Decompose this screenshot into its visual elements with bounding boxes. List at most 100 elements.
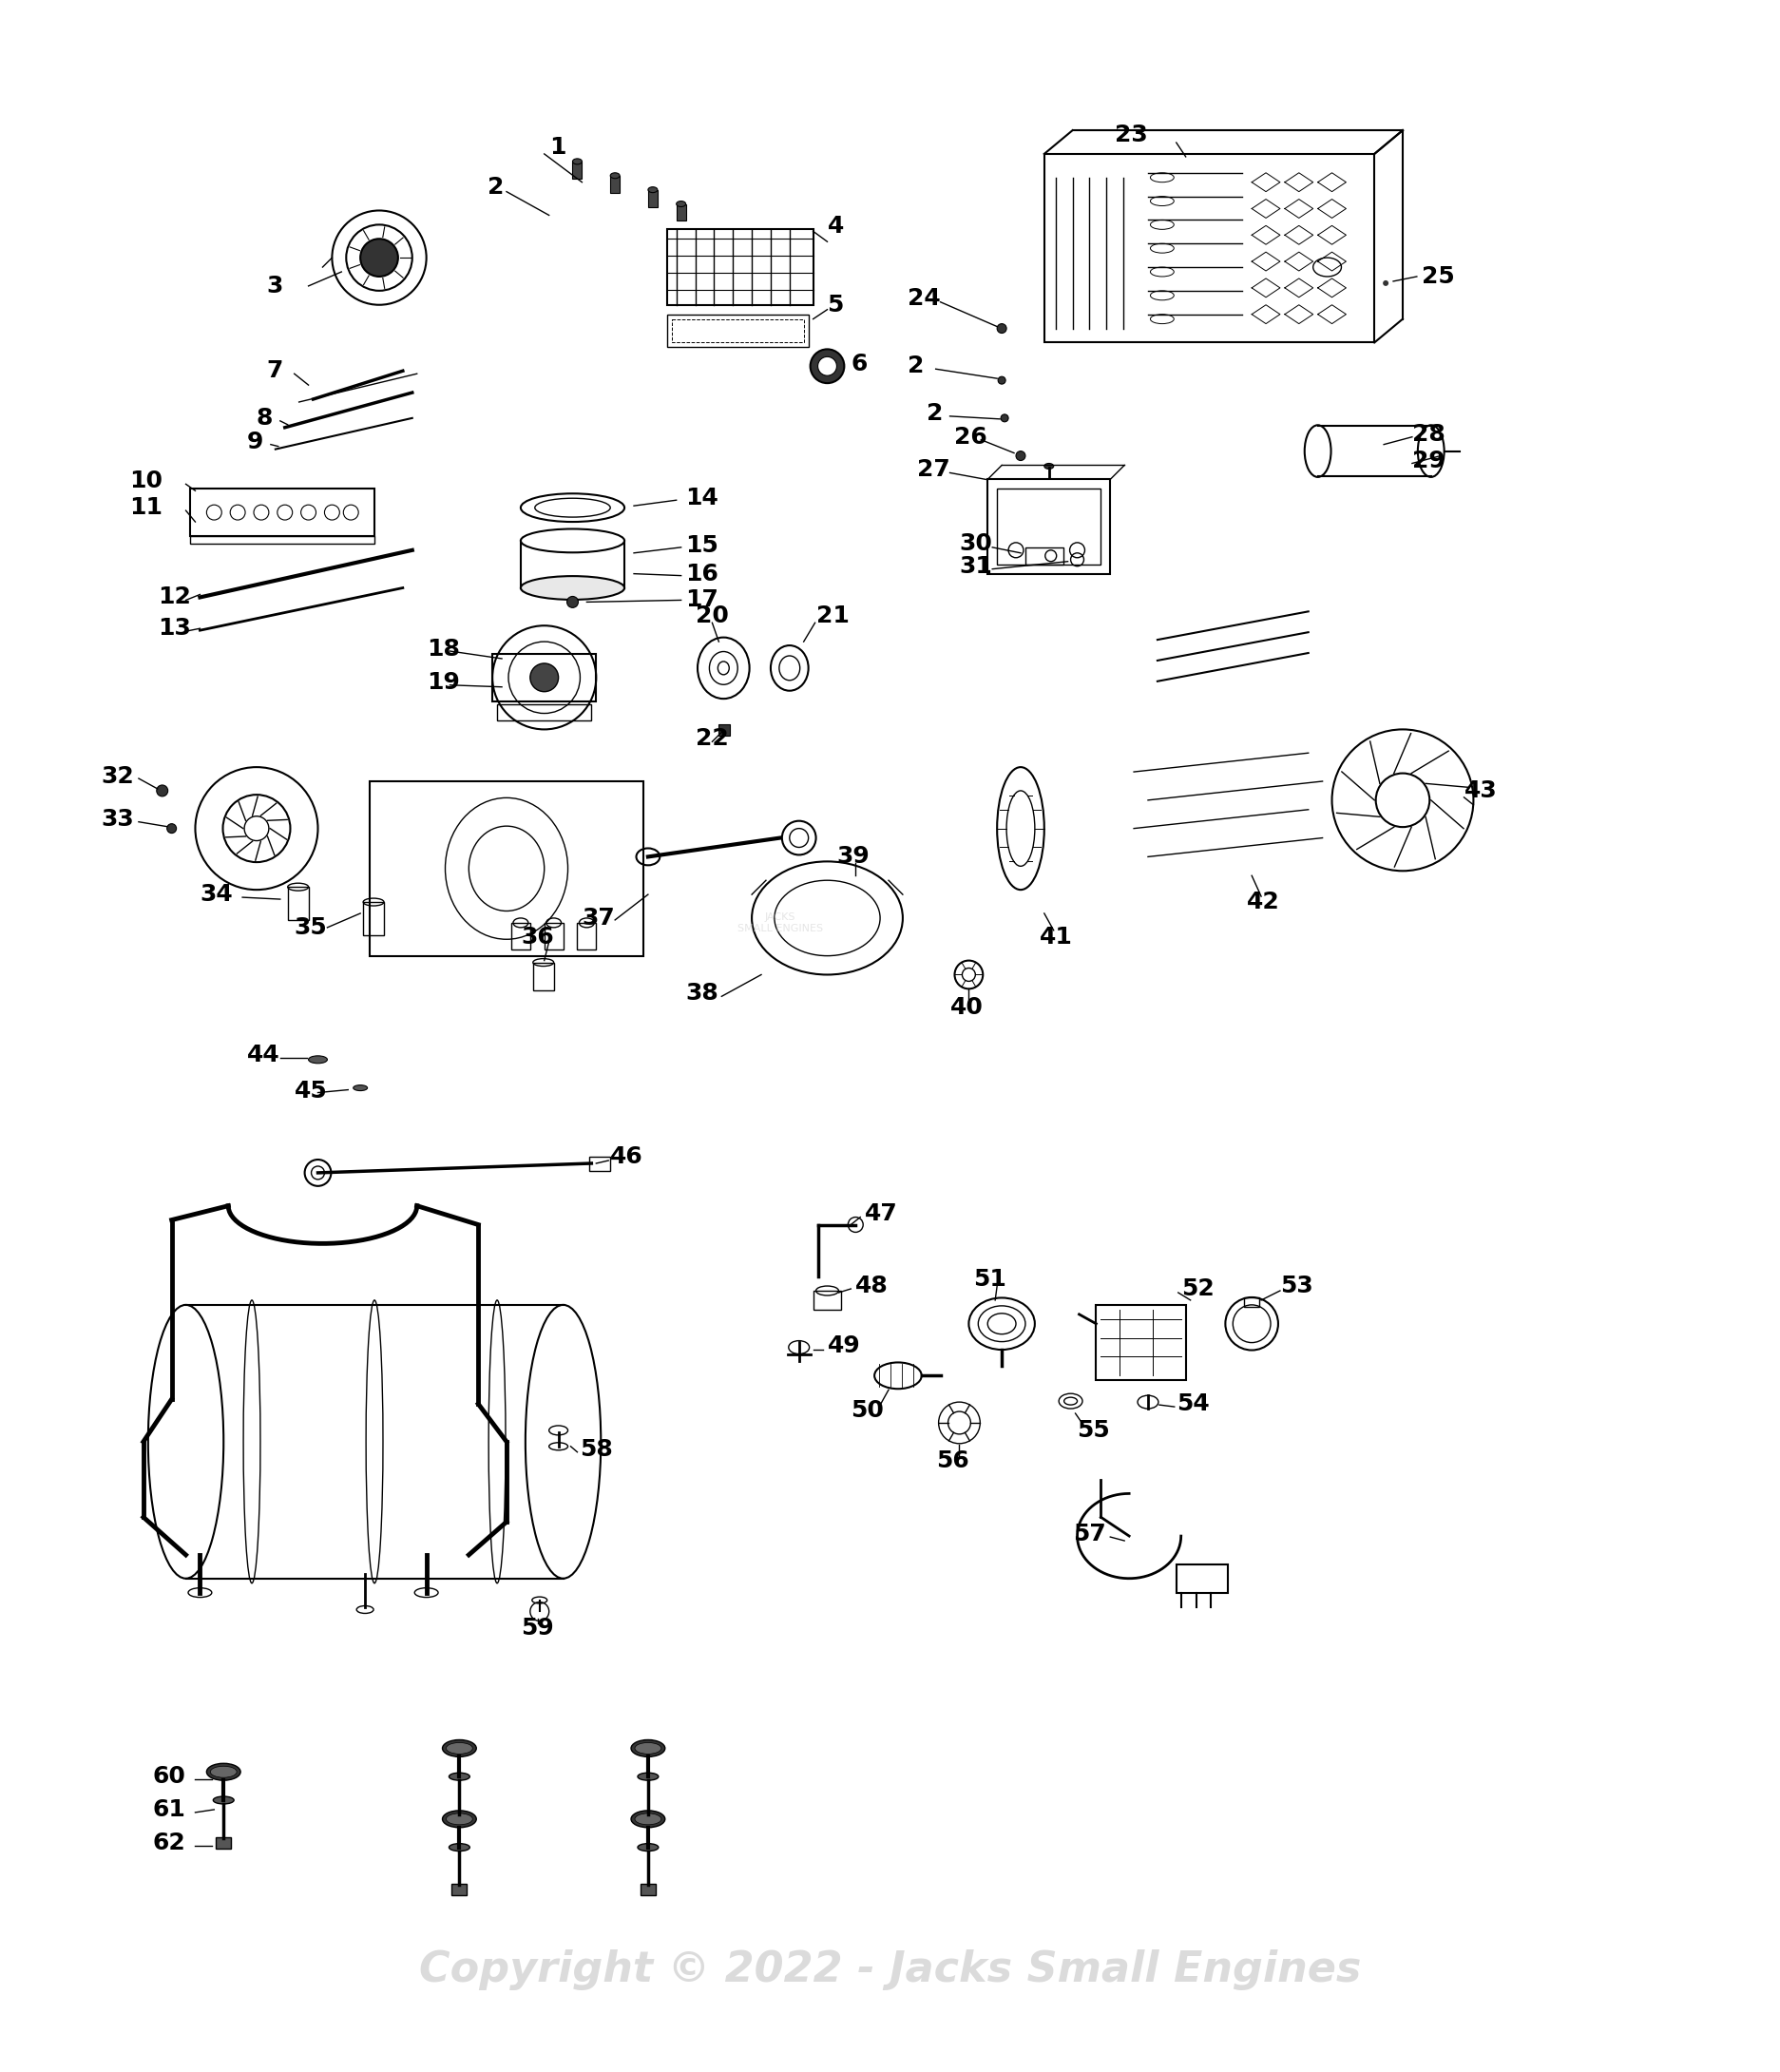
Bar [666,230,813,305]
Text: 48: 48 [854,1274,888,1297]
Text: 24: 24 [908,286,940,309]
Circle shape [1000,414,1007,423]
Bar [666,315,808,348]
Bar [1043,153,1374,342]
Bar [671,319,803,342]
Ellipse shape [1043,464,1054,468]
Text: JACKS
SMALL ENGINES: JACKS SMALL ENGINES [737,912,822,932]
Circle shape [997,323,1006,334]
Ellipse shape [308,1057,328,1063]
Bar [641,1883,655,1896]
Text: 10: 10 [130,470,162,493]
Bar [452,1813,466,1825]
Ellipse shape [573,160,582,164]
Text: 17: 17 [685,588,719,611]
Ellipse shape [648,186,657,193]
Ellipse shape [634,1813,660,1825]
Text: 54: 54 [1175,1392,1209,1415]
Text: 27: 27 [917,458,949,481]
Circle shape [817,356,837,375]
Text: 50: 50 [851,1399,883,1421]
Text: 35: 35 [294,916,328,939]
Text: 40: 40 [949,997,983,1019]
Text: 30: 30 [959,533,991,555]
Text: 5: 5 [828,294,844,317]
Bar [452,1883,466,1896]
Text: 26: 26 [954,425,988,448]
Bar [545,922,562,949]
Text: 11: 11 [130,497,162,520]
Text: 43: 43 [1463,779,1497,802]
Bar [988,479,1109,574]
Bar [511,922,530,949]
Ellipse shape [206,1763,240,1780]
Ellipse shape [441,1811,475,1828]
Text: 46: 46 [611,1146,643,1169]
Bar [1025,547,1063,564]
Text: 45: 45 [294,1080,328,1102]
Text: 61: 61 [153,1798,185,1821]
Bar [215,1838,231,1848]
Bar [288,887,308,920]
Circle shape [1381,280,1388,286]
Text: 60: 60 [153,1765,185,1788]
Text: 2: 2 [488,176,504,199]
Text: 16: 16 [685,562,719,584]
Text: 8: 8 [256,406,272,429]
Text: 6: 6 [851,352,867,375]
Circle shape [360,238,399,276]
Circle shape [167,825,176,833]
Text: 49: 49 [828,1334,860,1357]
Bar [719,725,730,736]
Ellipse shape [210,1765,237,1778]
Text: 2: 2 [908,354,924,377]
Text: 34: 34 [199,883,233,905]
Text: 19: 19 [425,671,459,694]
Text: 38: 38 [685,982,719,1005]
Text: 47: 47 [865,1202,897,1225]
Ellipse shape [611,172,619,178]
Ellipse shape [676,201,685,207]
Ellipse shape [447,1813,472,1825]
Bar [577,922,596,949]
Bar [589,1156,611,1171]
Text: 44: 44 [247,1044,279,1067]
Circle shape [1015,452,1025,460]
Ellipse shape [352,1086,367,1090]
Ellipse shape [449,1774,470,1780]
Circle shape [157,785,167,796]
Ellipse shape [447,1743,472,1753]
Text: 58: 58 [580,1438,612,1461]
Ellipse shape [637,1844,659,1850]
Text: 55: 55 [1077,1419,1109,1442]
Bar [491,655,596,700]
Bar [1175,1564,1228,1593]
Text: 9: 9 [247,431,263,454]
Text: 37: 37 [582,908,614,930]
Text: 39: 39 [837,845,869,868]
Text: 28: 28 [1412,423,1444,445]
Ellipse shape [637,1774,659,1780]
Bar [648,191,657,207]
Bar [190,489,374,537]
Circle shape [566,597,578,607]
Text: 33: 33 [101,808,134,831]
Text: Copyright © 2022 - Jacks Small Engines: Copyright © 2022 - Jacks Small Engines [418,1950,1362,1991]
Text: 52: 52 [1180,1278,1214,1301]
Bar [611,176,619,193]
Text: 7: 7 [265,358,283,383]
Bar [676,203,685,222]
Text: 31: 31 [959,555,991,578]
Text: 18: 18 [425,638,459,661]
Ellipse shape [441,1740,475,1757]
Text: 41: 41 [1040,926,1072,949]
Text: 51: 51 [974,1268,1006,1291]
Bar [1244,1297,1258,1307]
Text: 3: 3 [265,276,283,298]
Text: 29: 29 [1412,450,1444,472]
Bar [370,781,643,955]
Ellipse shape [630,1740,664,1757]
Text: 36: 36 [520,926,554,949]
Ellipse shape [449,1844,470,1850]
Circle shape [810,350,844,383]
